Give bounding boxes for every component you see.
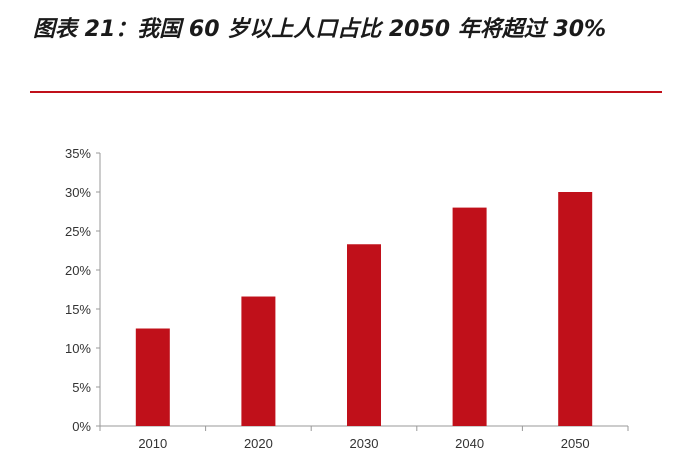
x-tick-label: 2030 xyxy=(350,436,379,451)
x-tick-label: 2040 xyxy=(455,436,484,451)
y-tick-label: 10% xyxy=(65,341,91,356)
x-tick-label: 2010 xyxy=(138,436,167,451)
y-tick-label: 30% xyxy=(65,185,91,200)
bar-2030 xyxy=(347,244,381,426)
bar-2010 xyxy=(135,328,170,426)
chart-title: 图表 21：我国 60 岁以上人口占比 2050 年将超过 30% xyxy=(33,17,607,42)
y-tick-label: 35% xyxy=(65,146,91,161)
y-tick-label: 0% xyxy=(72,419,91,434)
y-tick-label: 20% xyxy=(65,263,91,278)
y-tick-label: 5% xyxy=(72,380,91,395)
bar-2050 xyxy=(558,192,593,426)
x-tick-label: 2050 xyxy=(561,436,590,451)
y-tick-label: 15% xyxy=(65,302,91,317)
x-axis-ticks: 2010 2020 2030 2040 2050 xyxy=(99,426,629,451)
chart-bars xyxy=(135,192,593,426)
y-axis-ticks: 0% 5% 10% 15% 20% 25% 30% 35% xyxy=(65,146,100,434)
title-divider xyxy=(30,91,662,93)
x-tick-label: 2020 xyxy=(244,436,273,451)
bar-2020 xyxy=(241,296,276,426)
y-tick-label: 25% xyxy=(65,224,91,239)
bar-2040 xyxy=(452,207,487,426)
